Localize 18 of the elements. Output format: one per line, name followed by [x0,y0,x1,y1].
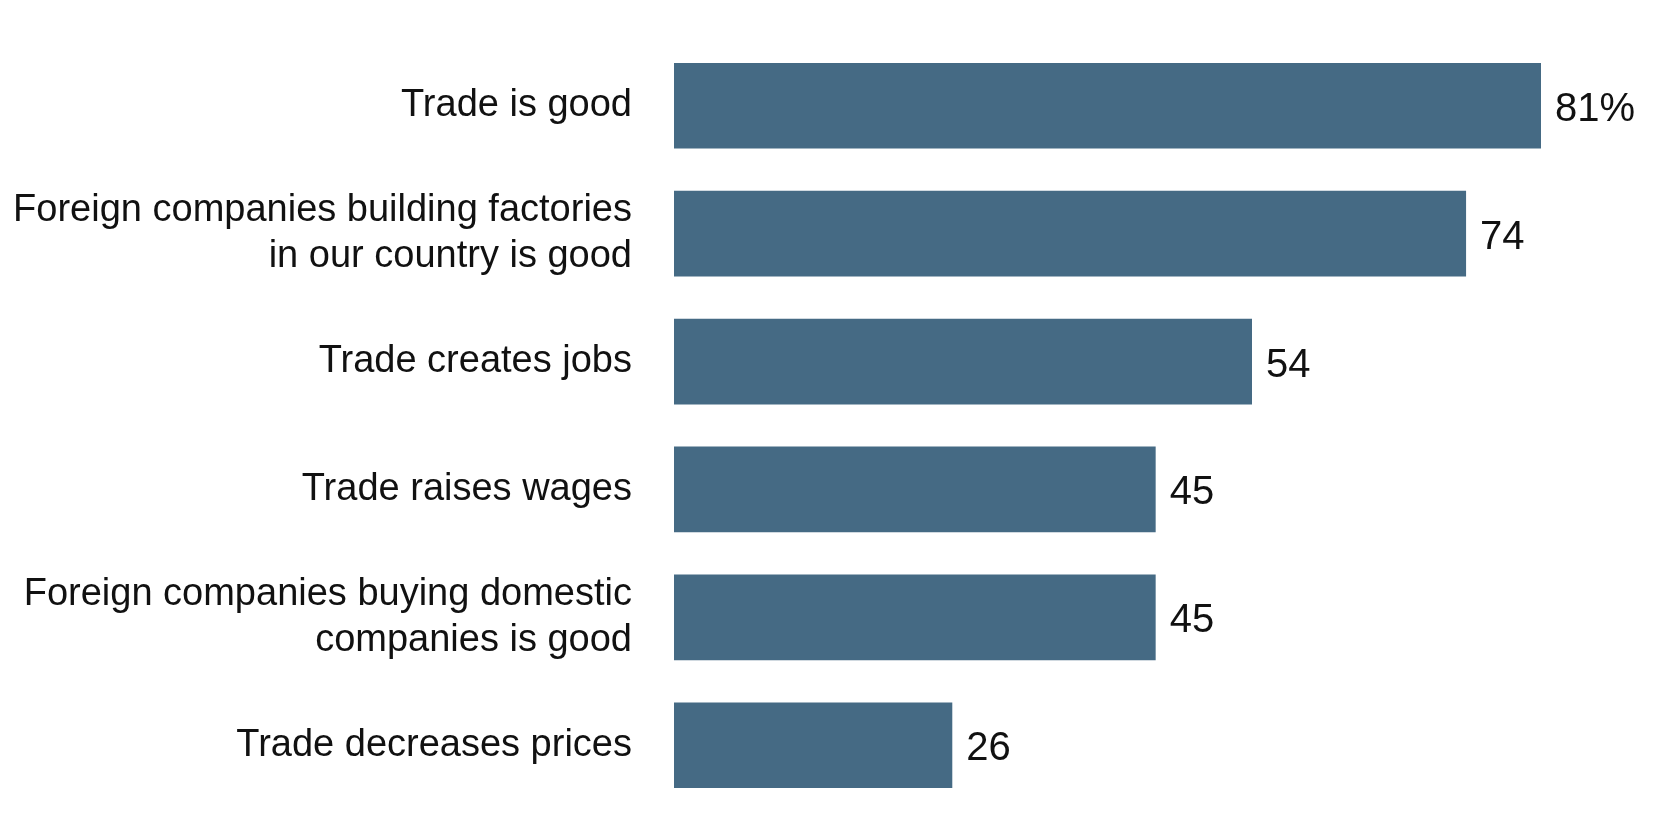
data-label: 81% [1555,84,1636,129]
y-tick-label: Trade is good [401,82,632,125]
bar [674,702,953,789]
y-tick-label: Foreign companies building factories in our country is good [13,187,632,275]
data-label: 74 [1480,212,1525,257]
data-label: 26 [966,724,1011,769]
y-tick-label: Foreign companies buying domestic companies is good [23,571,632,659]
bar [674,190,1467,277]
data-label: 54 [1266,340,1311,385]
data-label: 45 [1169,596,1215,641]
bar [674,62,1541,149]
bar [674,574,1156,661]
y-tick-label: Trade creates jobs [318,338,632,381]
bar [674,446,1156,533]
bar [674,318,1252,405]
data-label: 45 [1169,468,1215,513]
y-tick-label: Trade raises wages [301,465,632,508]
y-tick-label: Trade decreases prices [236,721,632,764]
